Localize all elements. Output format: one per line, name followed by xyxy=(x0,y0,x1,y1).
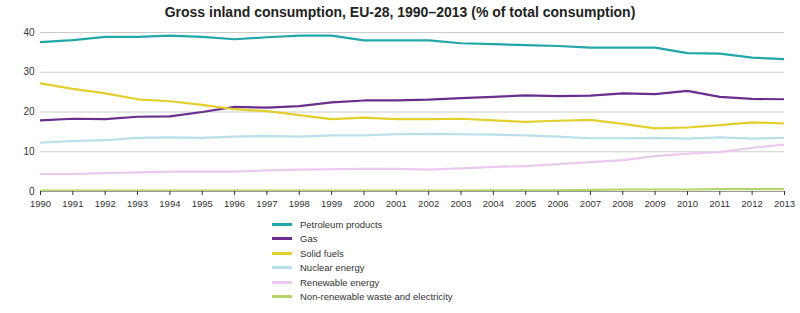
svg-text:1999: 1999 xyxy=(321,198,342,209)
html-text:Non-renewable waste and electr: Non-renewable waste and electricity xyxy=(300,291,453,303)
svg-text:2012: 2012 xyxy=(742,198,763,209)
svg-text:1993: 1993 xyxy=(127,198,148,209)
svg-text:40: 40 xyxy=(23,27,35,38)
svg-text:30: 30 xyxy=(23,66,35,77)
svg-text:1990: 1990 xyxy=(30,198,51,209)
svg-text:2004: 2004 xyxy=(483,198,504,209)
html-text:Renewable energy: Renewable energy xyxy=(300,276,380,288)
svg-text:1994: 1994 xyxy=(159,198,180,209)
html-text:Petroleum products: Petroleum products xyxy=(300,218,383,230)
svg-text:2005: 2005 xyxy=(515,198,536,209)
svg-text:0: 0 xyxy=(29,186,35,197)
svg-text:2007: 2007 xyxy=(580,198,601,209)
html-text:Gross inland consumption, EU-2: Gross inland consumption, EU-28, 1990–20… xyxy=(164,4,636,20)
svg-text:2006: 2006 xyxy=(547,198,568,209)
svg-text:1995: 1995 xyxy=(192,198,213,209)
svg-text:2001: 2001 xyxy=(386,198,407,209)
svg-text:1996: 1996 xyxy=(224,198,245,209)
svg-text:2009: 2009 xyxy=(645,198,666,209)
svg-text:1997: 1997 xyxy=(256,198,277,209)
svg-text:2003: 2003 xyxy=(450,198,471,209)
svg-text:2000: 2000 xyxy=(353,198,374,209)
svg-text:2008: 2008 xyxy=(612,198,633,209)
svg-text:10: 10 xyxy=(23,146,35,157)
svg-text:1991: 1991 xyxy=(62,198,83,209)
svg-text:2010: 2010 xyxy=(677,198,698,209)
svg-text:20: 20 xyxy=(23,106,35,117)
svg-text:1998: 1998 xyxy=(289,198,310,209)
html-text:Gas: Gas xyxy=(300,233,318,245)
svg-text:2013: 2013 xyxy=(774,198,795,209)
html-text:Nuclear energy: Nuclear energy xyxy=(300,262,365,274)
svg-text:2011: 2011 xyxy=(710,198,730,209)
svg-text:1992: 1992 xyxy=(95,198,116,209)
svg-text:2002: 2002 xyxy=(418,198,439,209)
html-text:Solid fuels: Solid fuels xyxy=(300,247,344,259)
